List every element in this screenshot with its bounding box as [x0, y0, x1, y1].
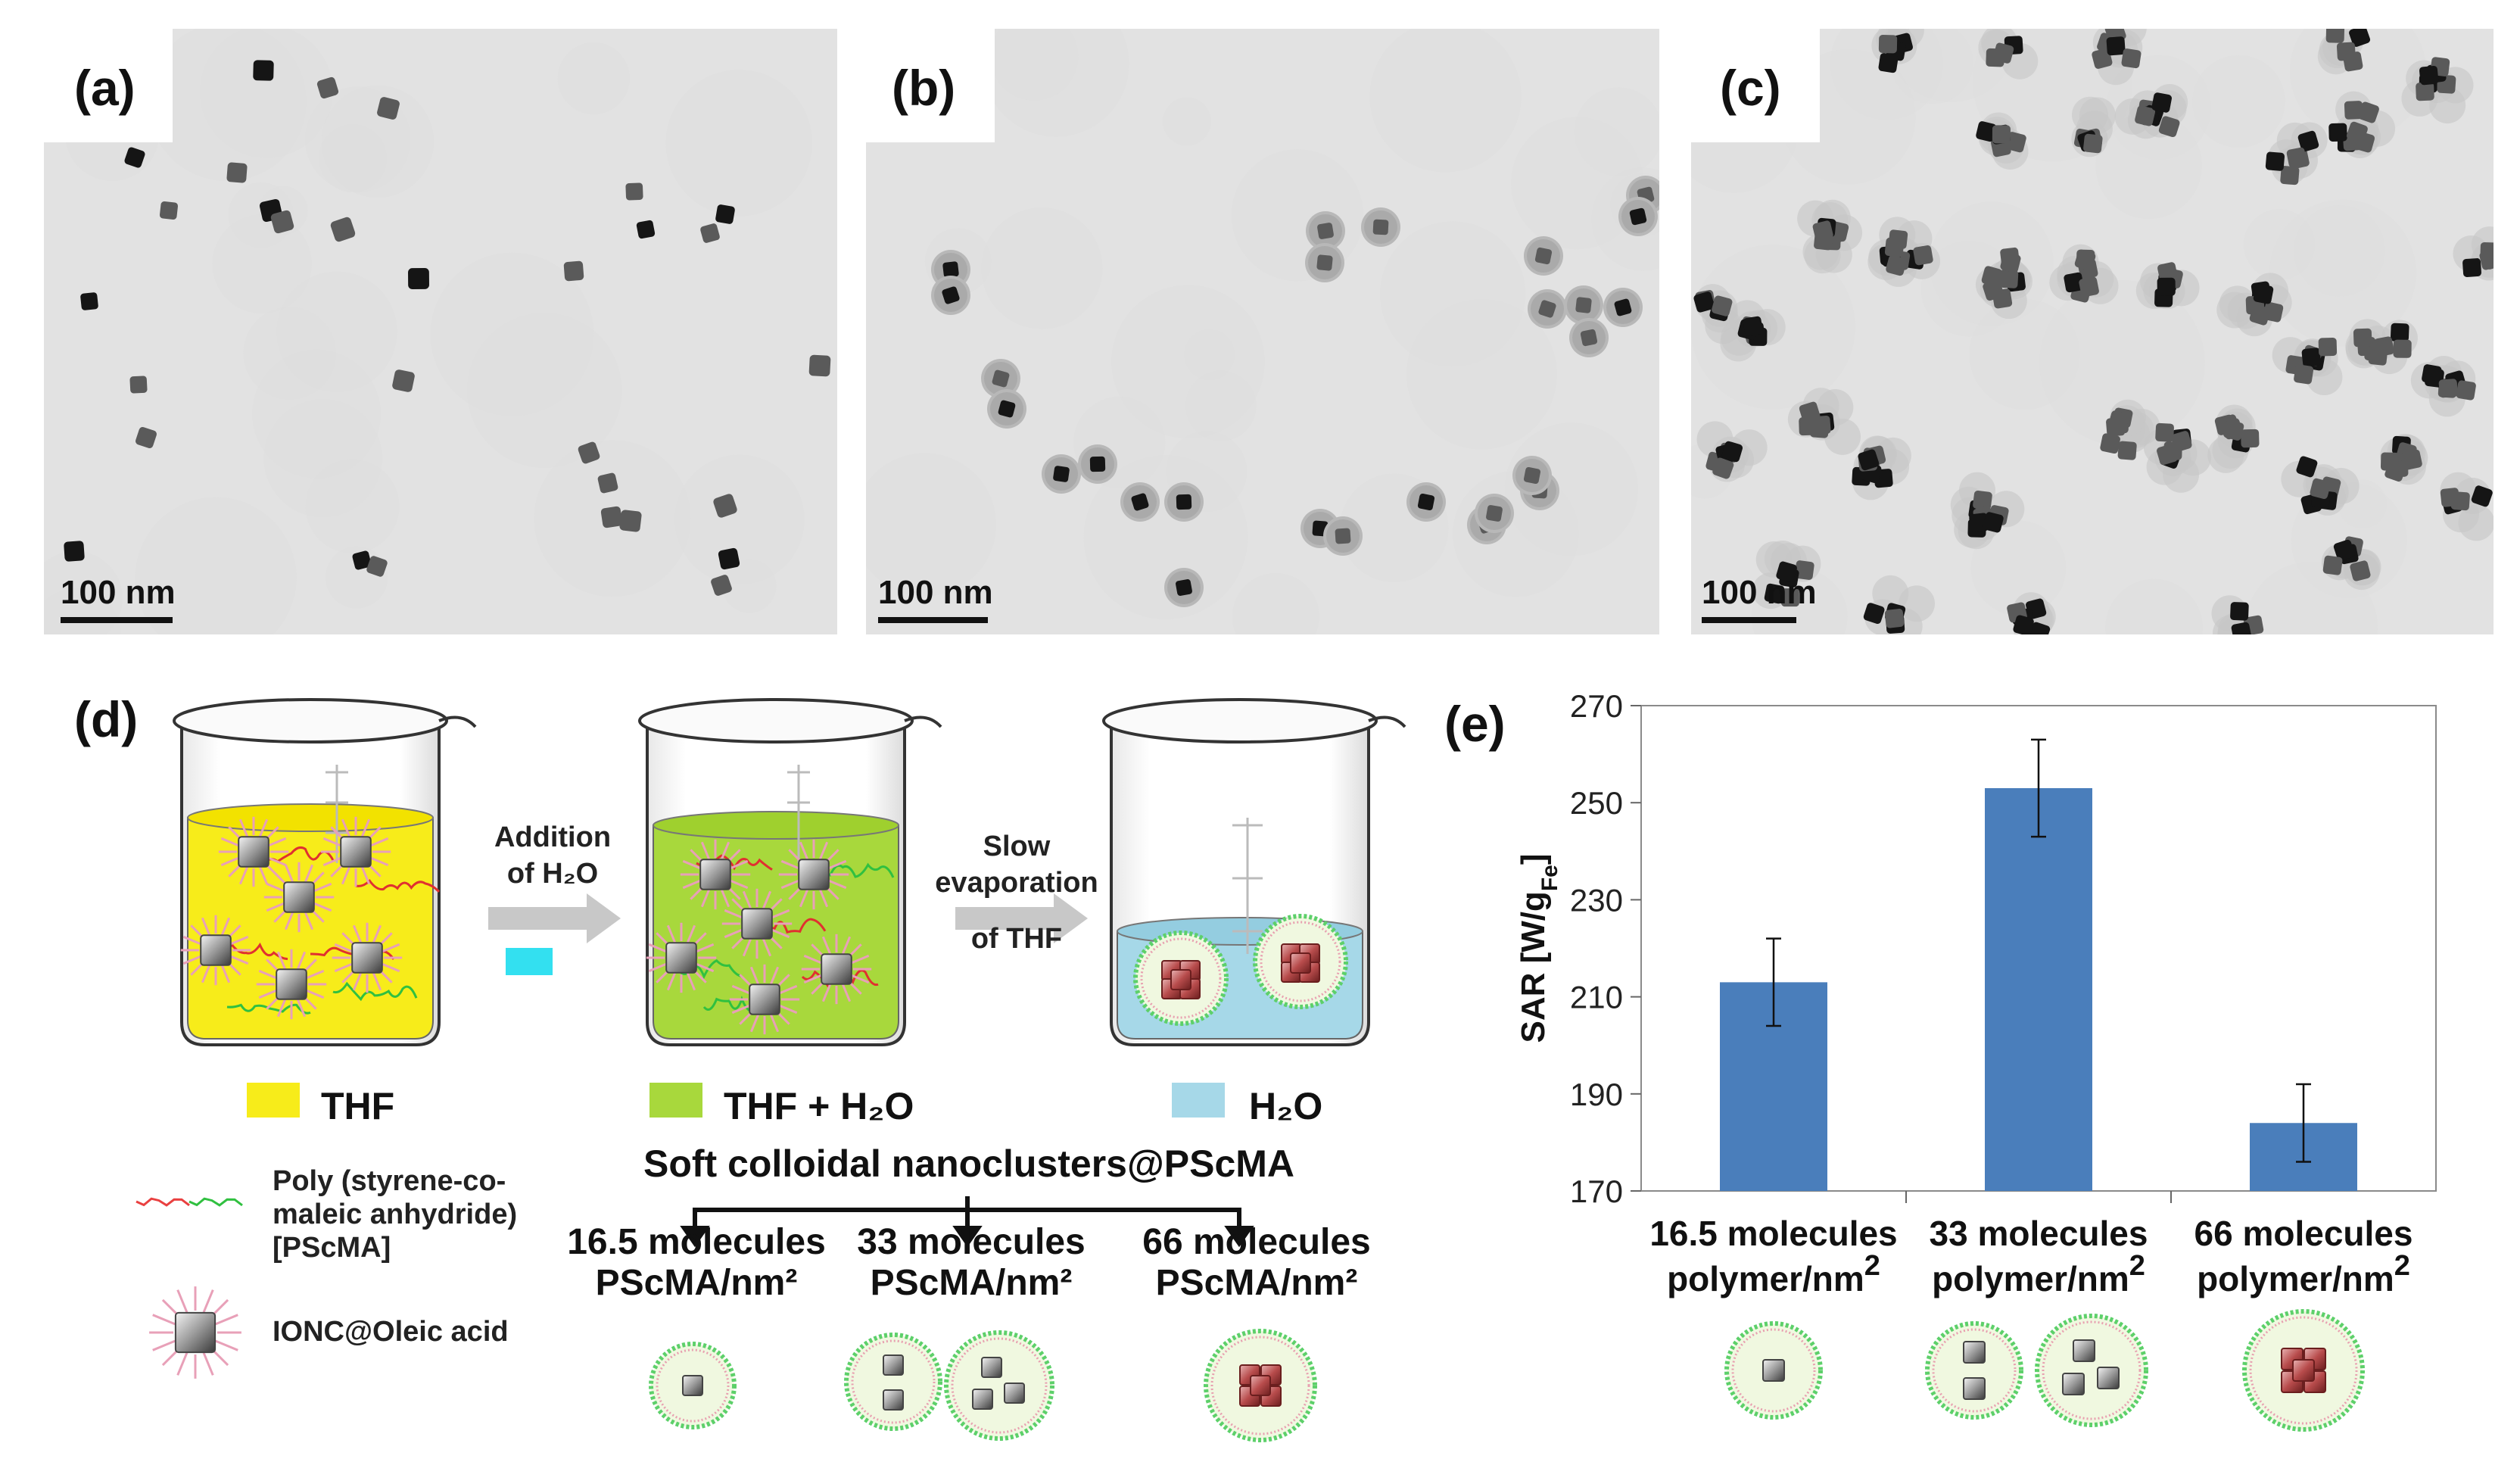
arrow1-text-line2: of H₂O: [506, 858, 599, 890]
scale-bar-c: [1702, 617, 1796, 623]
arrow2-text-line2: evaporation: [935, 867, 1098, 899]
branch1-line2: PScMA/nm²: [595, 1263, 798, 1303]
ionc-particle: [646, 922, 717, 993]
legend-swatch-h2o: [1172, 1083, 1225, 1118]
bar: [1985, 787, 2092, 1191]
chart-cluster-icon: [1724, 1321, 1823, 1420]
branch1-line1: 16.5 molecules: [567, 1222, 826, 1262]
panel-label-a: (a): [74, 60, 136, 116]
panel-label-c: (c): [1720, 60, 1781, 116]
panel-label-b: (b): [892, 60, 956, 116]
x-category-label: polymer/nm2: [2197, 1250, 2410, 1298]
branch2-text: 33 molecules PScMA/nm²: [846, 1222, 1096, 1304]
legend-ionc-text: IONC@Oleic acid: [273, 1316, 509, 1348]
scheme-cluster-icons: [649, 1329, 1317, 1442]
y-axis-label: SAR [W/gFe]: [1515, 853, 1562, 1043]
branch3-text: 66 molecules PScMA/nm²: [1120, 1222, 1393, 1304]
y-tick-label: 190: [1570, 1077, 1623, 1112]
soft-cluster: [1253, 914, 1348, 1009]
panel-label-d: (d): [74, 691, 139, 747]
legend-polymer-line1: Poly (styrene-co-: [273, 1165, 506, 1197]
x-category-label: 16.5 molecules: [1649, 1214, 1897, 1253]
beaker-h2o: [1102, 698, 1406, 1046]
arrow1-text: Addition of H₂O: [477, 819, 628, 892]
ionc-particle: [320, 816, 391, 887]
chart-cluster-icon: [1925, 1321, 2023, 1420]
ionc-particle: [721, 888, 793, 959]
arrow2-text-line1: Slow: [983, 831, 1051, 862]
scale-bar-a: [61, 617, 173, 623]
y-tick-label: 230: [1570, 882, 1623, 918]
x-category-label: 66 molecules: [2194, 1214, 2413, 1253]
label-backdrop-b: [866, 29, 995, 142]
branch3-line2: PScMA/nm²: [1155, 1263, 1358, 1303]
scale-bar-b: [878, 617, 988, 623]
ionc-particle: [256, 949, 327, 1020]
tem-image-c: [1691, 29, 2494, 634]
scale-label-b: 100 nm: [878, 574, 993, 611]
chart-cluster-icon: [2242, 1309, 2365, 1432]
legend-polymer-icon: [136, 1197, 243, 1207]
tem-image-b: [866, 29, 1659, 634]
x-category-label: polymer/nm2: [1932, 1250, 2145, 1298]
y-tick-label: 170: [1570, 1174, 1623, 1209]
branch-arrows: [680, 1196, 1254, 1248]
arrow-evaporation: [955, 893, 1088, 943]
soft-cluster: [844, 1333, 942, 1431]
chart-cluster-icon: [2035, 1314, 2148, 1427]
y-tick-label: 210: [1570, 980, 1623, 1015]
legend-thf: THF: [321, 1085, 395, 1127]
label-backdrop-a: [44, 29, 173, 142]
scale-label-c: 100 nm: [1702, 574, 1817, 611]
legend-h2o: H₂O: [1249, 1085, 1323, 1127]
arrow-addition: [488, 893, 621, 975]
ionc-particle: [778, 839, 849, 910]
soft-cluster: [944, 1330, 1054, 1441]
legend-polymer-line2: maleic anhydride): [273, 1199, 518, 1230]
branch1-text: 16.5 molecules PScMA/nm²: [545, 1222, 848, 1304]
panel-label-e: (e): [1444, 696, 1506, 752]
ionc-particle: [801, 934, 872, 1005]
ionc-particle: [729, 964, 800, 1035]
y-tick-label: 250: [1570, 785, 1623, 821]
ionc-particle: [332, 922, 403, 993]
label-backdrop-c: [1691, 29, 1820, 142]
legend-thf-h2o: THF + H₂O: [724, 1085, 914, 1127]
x-category-label: 33 molecules: [1930, 1214, 2148, 1253]
ionc-particle: [680, 839, 751, 910]
branch2-line1: 33 molecules: [857, 1222, 1086, 1262]
branch2-line2: PScMA/nm²: [870, 1263, 1073, 1303]
legend-swatch-thf: [247, 1083, 300, 1118]
arrow2-text: Slow evaporation of THF: [922, 828, 1111, 957]
legend-polymer-line3: [PScMA]: [273, 1232, 391, 1264]
ionc-particle: [263, 862, 335, 933]
ionc-particle: [149, 1286, 241, 1379]
legend-polymer-text: Poly (styrene-co- maleic anhydride) [PSc…: [273, 1164, 517, 1264]
soft-cluster: [649, 1342, 737, 1429]
beaker-thf: [173, 698, 477, 1046]
arrow2-text-line3: of THF: [970, 923, 1063, 955]
arrow1-text-line1: Addition: [494, 821, 612, 853]
branch3-line1: 66 molecules: [1142, 1222, 1371, 1262]
scheme-illustration: [136, 698, 1406, 1442]
soft-cluster: [1204, 1329, 1317, 1442]
legend-ionc-icon: [149, 1286, 241, 1379]
soft-cluster: [1133, 931, 1229, 1026]
y-tick-label: 270: [1570, 688, 1623, 724]
beaker-thf-h2o: [638, 698, 942, 1046]
ionc-particle: [218, 816, 289, 887]
ionc-particle: [180, 915, 251, 986]
scheme-title: Soft colloidal nanoclusters@PScMA: [643, 1142, 1295, 1185]
scale-label-a: 100 nm: [61, 574, 176, 611]
legend-swatch-thf-h2o: [649, 1083, 702, 1118]
x-category-label: polymer/nm2: [1667, 1250, 1880, 1298]
